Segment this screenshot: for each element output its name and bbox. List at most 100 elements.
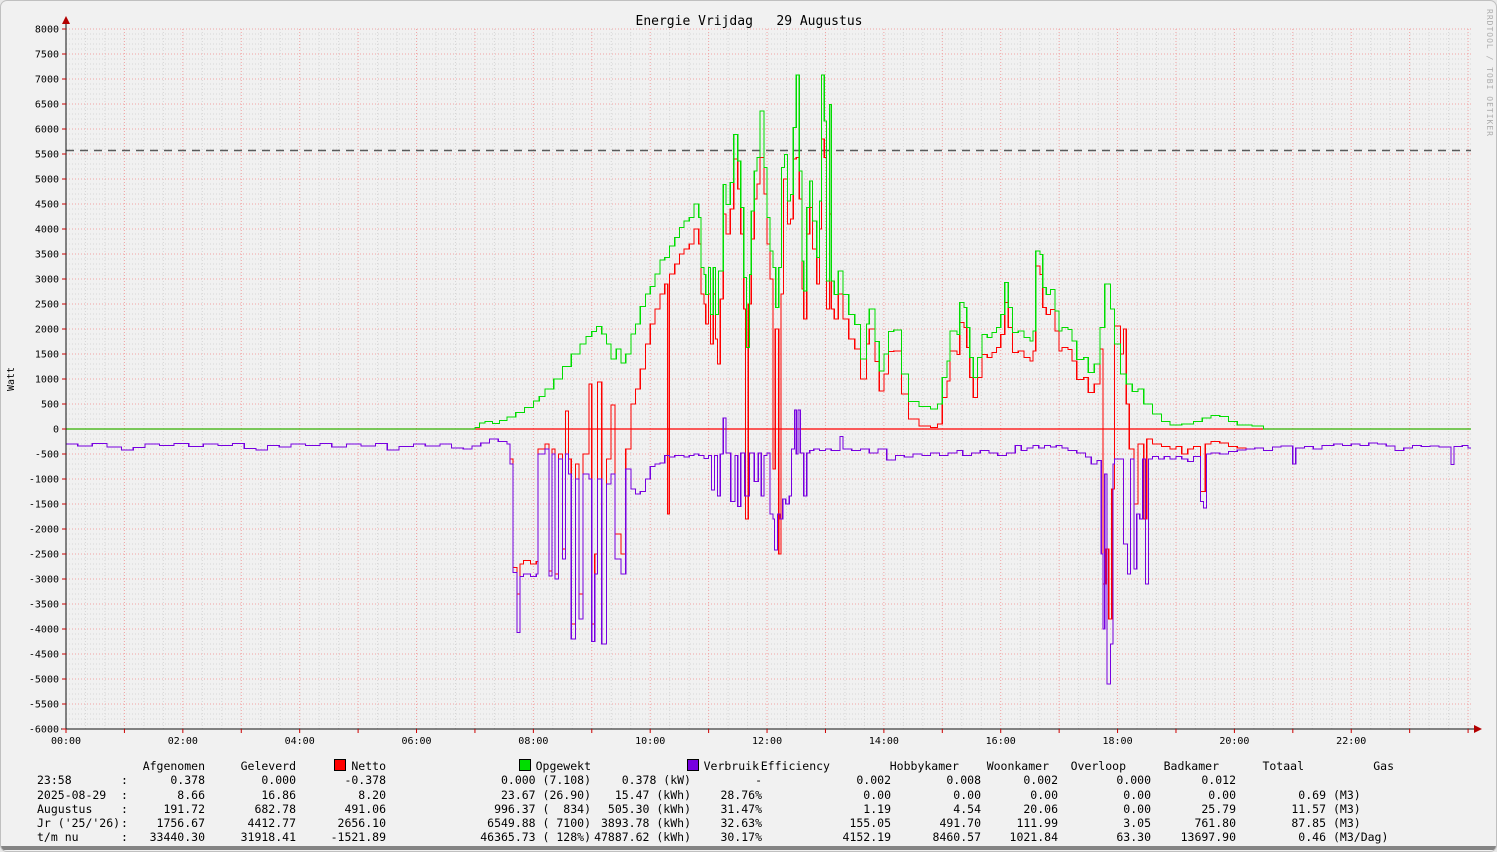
value-cell: 0.00 bbox=[953, 787, 981, 802]
value-cell: 63.30 bbox=[1116, 830, 1151, 845]
column-header: Woonkamer bbox=[986, 759, 1049, 773]
y-tick-label: 7500 bbox=[35, 50, 59, 61]
rule-layer bbox=[66, 149, 1471, 430]
x-tick-label: 14:00 bbox=[869, 736, 899, 747]
value-cell: 0.000 bbox=[261, 773, 296, 788]
y-tick-label: 4000 bbox=[35, 225, 59, 236]
value-cell: 8.20 bbox=[358, 787, 386, 802]
value-cell: 31918.41 bbox=[240, 830, 296, 845]
axes-layer bbox=[61, 16, 1482, 733]
table-corner bbox=[121, 759, 133, 773]
column-header: Geleverd bbox=[240, 759, 296, 773]
tick-labels: -6000-5500-5000-4500-4000-3500-3000-2500… bbox=[29, 25, 1366, 748]
value-cell: 28.76% bbox=[720, 787, 762, 802]
value-cell: 8.66 bbox=[177, 787, 205, 802]
x-tick-label: 06:00 bbox=[401, 736, 431, 747]
column-header: Efficiency bbox=[760, 759, 830, 773]
legend-swatch-netto bbox=[334, 759, 347, 771]
y-tick-label: -1500 bbox=[29, 500, 59, 511]
gas-unit: (M3) bbox=[1333, 787, 1361, 802]
summary-table: Afgenomen Geleverd Netto Opgewekt Verbruik Ef… bbox=[1, 759, 1496, 845]
value-cell: 4152.19 bbox=[842, 830, 891, 845]
series-verbruik bbox=[66, 409, 1471, 685]
column-header: Hobbykamer bbox=[889, 759, 959, 773]
y-tick-label: -3000 bbox=[29, 575, 59, 586]
x-tick-label: 12:00 bbox=[752, 736, 782, 747]
value-cell: 0.378 bbox=[170, 773, 205, 788]
value-cell: 1756.67 bbox=[156, 816, 205, 831]
value-cell: 3.05 bbox=[1123, 816, 1151, 831]
y-tick-label: -1000 bbox=[29, 475, 59, 486]
y-tick-label: 6500 bbox=[35, 100, 59, 111]
table-row: Afgenomen Geleverd Netto Opgewekt Verbruik Ef… bbox=[1, 759, 1496, 773]
energy-chart: -6000-5500-5000-4500-4000-3500-3000-2500… bbox=[6, 9, 1494, 748]
value-cell: 31.47% bbox=[720, 801, 762, 816]
value-cell: 6549.88 ( 7100) bbox=[487, 816, 591, 831]
series-layer bbox=[66, 74, 1471, 685]
y-tick-label: 8000 bbox=[35, 25, 59, 36]
value-cell: 4.54 bbox=[953, 801, 981, 816]
value-cell: 15.47 (kWh) bbox=[614, 787, 691, 802]
x-tick-label: 08:00 bbox=[518, 736, 548, 747]
value-cell: 155.05 bbox=[849, 816, 891, 831]
rrdtool-watermark: RRDTOOL / TOBI OETIKER bbox=[1485, 9, 1494, 137]
column-header: Opgewekt bbox=[386, 759, 659, 773]
gas-unit bbox=[1326, 773, 1333, 787]
series-netto bbox=[66, 138, 1471, 645]
y-axis-label: Watt bbox=[6, 367, 17, 391]
row-label: Augustus bbox=[37, 801, 93, 816]
value-cell: 2656.10 bbox=[337, 816, 386, 831]
y-tick-label: 3000 bbox=[35, 275, 59, 286]
y-tick-label: 500 bbox=[41, 400, 59, 411]
y-tick-label: -2000 bbox=[29, 525, 59, 536]
gas-unit: (M3) bbox=[1333, 801, 1361, 816]
value-cell: 996.37 ( 834) bbox=[494, 801, 591, 816]
value-cell: -0.378 bbox=[344, 773, 386, 788]
y-tick-label: -4000 bbox=[29, 625, 59, 636]
value-cell: 20.06 bbox=[1023, 801, 1058, 816]
value-cell: 0.002 bbox=[1023, 773, 1058, 788]
value-cell: 8460.57 bbox=[932, 830, 981, 845]
gas-unit: (M3) bbox=[1333, 816, 1361, 831]
x-tick-label: 04:00 bbox=[285, 736, 315, 747]
value-cell: 0.000 (7.108) bbox=[500, 773, 591, 788]
value-cell: 1021.84 bbox=[1009, 830, 1058, 845]
table-row: t/m nu: 33440.30 31918.41 -1521.89 46365.73 … bbox=[1, 830, 1496, 845]
value-cell: 25.79 bbox=[1201, 801, 1236, 816]
value-cell: 0.012 bbox=[1201, 773, 1236, 788]
value-cell: 191.72 bbox=[163, 801, 205, 816]
value-cell: 505.30 (kWh) bbox=[607, 801, 691, 816]
y-tick-label: -500 bbox=[35, 450, 59, 461]
value-cell: 87.85 bbox=[1291, 816, 1326, 831]
value-cell: 0.46 bbox=[1298, 830, 1326, 845]
y-tick-label: -5000 bbox=[29, 675, 59, 686]
row-label: 23:58 bbox=[37, 773, 72, 788]
gas-unit: (M3/Dag) bbox=[1333, 830, 1389, 845]
y-tick-label: -4500 bbox=[29, 650, 59, 661]
column-header: Gas bbox=[1373, 759, 1394, 773]
column-header: Netto bbox=[296, 759, 386, 773]
legend-swatch-verbruik bbox=[686, 759, 699, 771]
value-cell: 111.99 bbox=[1016, 816, 1058, 831]
y-tick-label: 2500 bbox=[35, 300, 59, 311]
x-tick-label: 20:00 bbox=[1219, 736, 1249, 747]
window-bottom-edge bbox=[1, 846, 1496, 850]
y-tick-label: 0 bbox=[53, 425, 59, 436]
y-tick-label: 2000 bbox=[35, 325, 59, 336]
table-row: Augustus: 191.72 682.78 491.06 996.37 ( 834)… bbox=[1, 801, 1496, 816]
value-cell: 0.00 bbox=[1030, 787, 1058, 802]
grid-layer bbox=[66, 28, 1471, 729]
column-header: Badkamer bbox=[1163, 759, 1219, 773]
row-colon: : bbox=[121, 816, 128, 831]
value-cell: 4412.77 bbox=[247, 816, 296, 831]
value-cell: 47887.62 (kWh) bbox=[594, 830, 691, 845]
value-cell: 13697.90 bbox=[1180, 830, 1236, 845]
y-tick-label: -5500 bbox=[29, 700, 59, 711]
column-header: Totaal bbox=[1262, 759, 1304, 773]
row-colon: : bbox=[121, 787, 128, 802]
value-cell bbox=[1236, 773, 1326, 787]
x-tick-label: 22:00 bbox=[1336, 736, 1366, 747]
value-cell: -1521.89 bbox=[330, 830, 386, 845]
value-cell: 0.00 bbox=[1123, 787, 1151, 802]
y-tick-label: 1500 bbox=[35, 350, 59, 361]
